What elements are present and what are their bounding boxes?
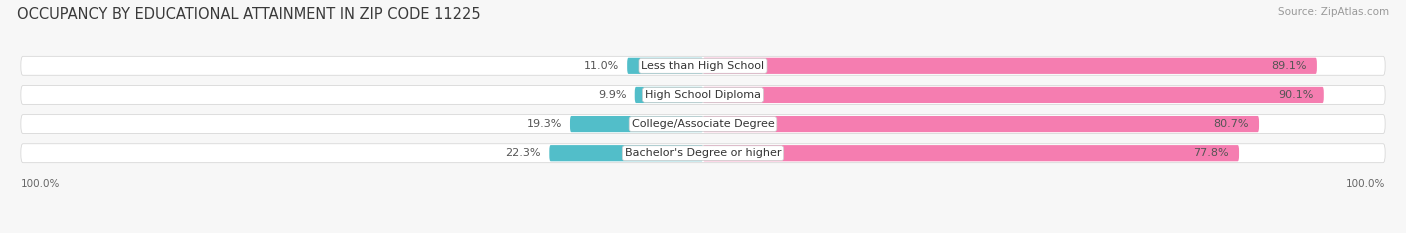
Text: 80.7%: 80.7%	[1213, 119, 1249, 129]
Text: 100.0%: 100.0%	[1346, 179, 1385, 189]
Text: Source: ZipAtlas.com: Source: ZipAtlas.com	[1278, 7, 1389, 17]
Text: 100.0%: 100.0%	[21, 179, 60, 189]
FancyBboxPatch shape	[21, 144, 1385, 163]
FancyBboxPatch shape	[634, 87, 703, 103]
Text: Less than High School: Less than High School	[641, 61, 765, 71]
Text: Bachelor's Degree or higher: Bachelor's Degree or higher	[624, 148, 782, 158]
FancyBboxPatch shape	[21, 56, 1385, 75]
Text: College/Associate Degree: College/Associate Degree	[631, 119, 775, 129]
Text: 89.1%: 89.1%	[1271, 61, 1306, 71]
Text: 77.8%: 77.8%	[1194, 148, 1229, 158]
Text: 22.3%: 22.3%	[506, 148, 541, 158]
FancyBboxPatch shape	[550, 145, 703, 161]
Text: OCCUPANCY BY EDUCATIONAL ATTAINMENT IN ZIP CODE 11225: OCCUPANCY BY EDUCATIONAL ATTAINMENT IN Z…	[17, 7, 481, 22]
FancyBboxPatch shape	[703, 145, 1239, 161]
FancyBboxPatch shape	[627, 58, 703, 74]
Text: 11.0%: 11.0%	[583, 61, 619, 71]
FancyBboxPatch shape	[703, 58, 1317, 74]
FancyBboxPatch shape	[569, 116, 703, 132]
Text: 90.1%: 90.1%	[1278, 90, 1313, 100]
FancyBboxPatch shape	[21, 115, 1385, 134]
FancyBboxPatch shape	[703, 116, 1258, 132]
Text: High School Diploma: High School Diploma	[645, 90, 761, 100]
FancyBboxPatch shape	[21, 86, 1385, 104]
Text: 19.3%: 19.3%	[526, 119, 562, 129]
Text: 9.9%: 9.9%	[598, 90, 627, 100]
FancyBboxPatch shape	[703, 87, 1324, 103]
